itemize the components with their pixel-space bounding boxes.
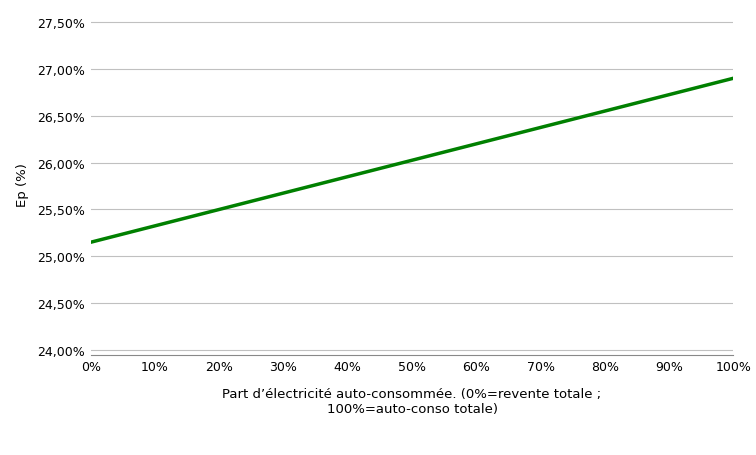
Y-axis label: Ep (%): Ep (%): [16, 162, 29, 206]
X-axis label: Part d’électricité auto-consommée. (0%=revente totale ;
100%=auto-conso totale): Part d’électricité auto-consommée. (0%=r…: [222, 387, 602, 415]
